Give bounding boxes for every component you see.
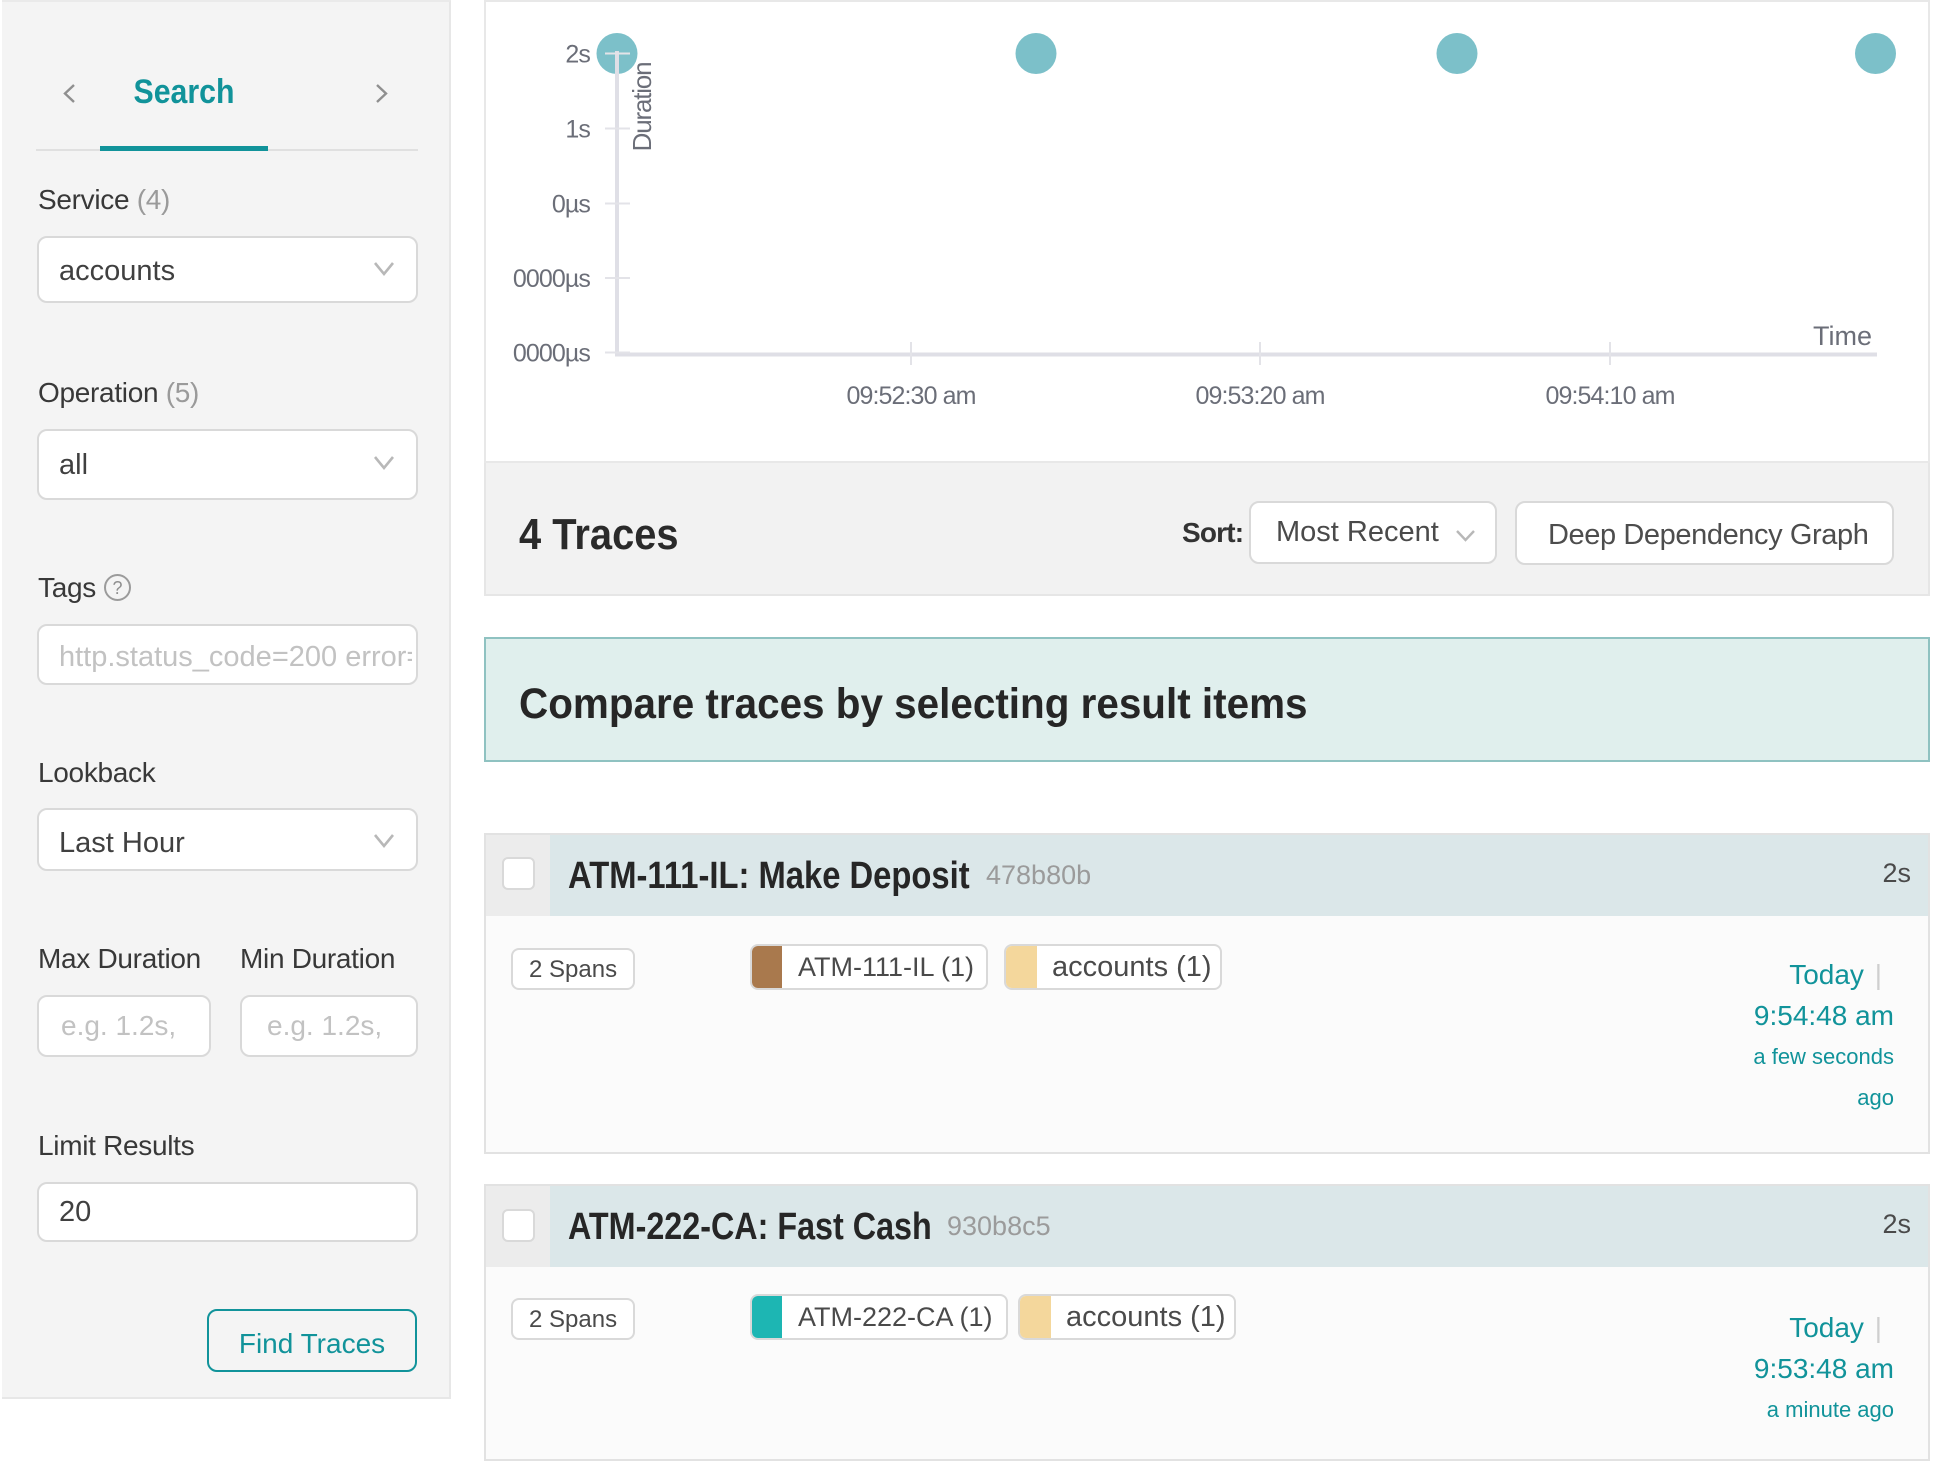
svg-text:Time: Time — [1813, 321, 1872, 351]
svg-text:0000µs: 0000µs — [513, 265, 591, 293]
svg-text:09:52:30 am: 09:52:30 am — [846, 382, 975, 410]
svg-text:0000µs: 0000µs — [513, 340, 591, 368]
svg-text:1s: 1s — [565, 116, 590, 144]
svg-text:0µs: 0µs — [552, 191, 591, 219]
svg-text:Duration: Duration — [627, 63, 657, 152]
svg-text:2s: 2s — [565, 41, 590, 69]
svg-text:09:53:20 am: 09:53:20 am — [1195, 382, 1324, 410]
svg-text:09:54:10 am: 09:54:10 am — [1545, 382, 1674, 410]
